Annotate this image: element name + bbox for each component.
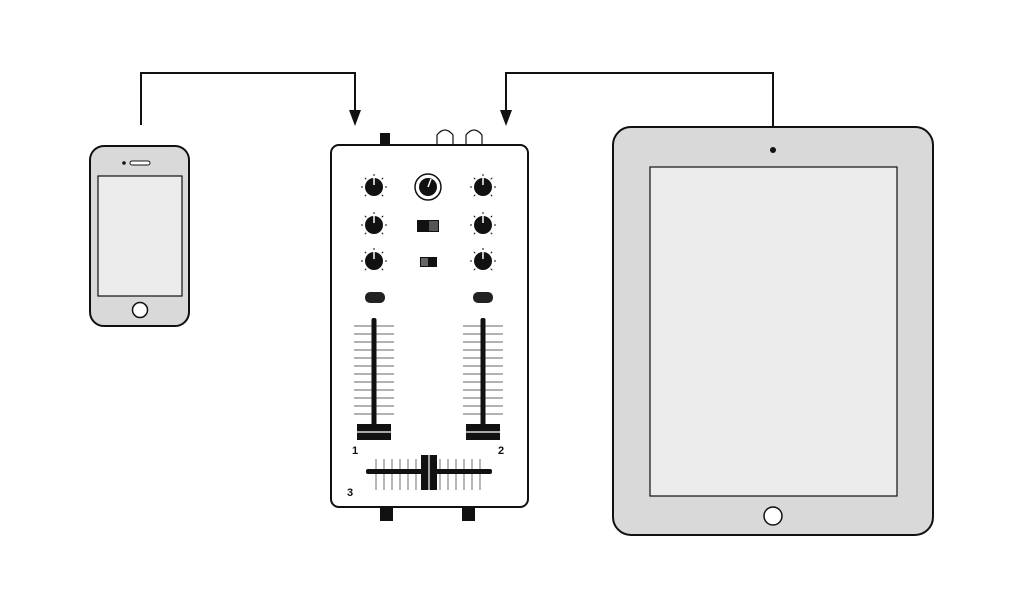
mixer-foot-left: [380, 506, 393, 521]
mixer-foot-right: [462, 506, 475, 521]
channel-fader-left: [354, 318, 394, 440]
mixer-knob-icon: [361, 212, 387, 235]
mixer-knob-icon: [470, 248, 496, 271]
mixer-center-switch-2: [420, 257, 437, 267]
phone-speaker-icon: [129, 160, 151, 166]
connection-phone-to-mixer: [140, 72, 356, 125]
mixer-top-rca-right-icon: [465, 129, 483, 146]
arrowhead-right-icon: [500, 110, 512, 126]
mixer-top-rca-left-icon: [436, 129, 454, 146]
mixer-knob-icon: [361, 248, 387, 271]
tablet: [612, 126, 934, 536]
tablet-camera-icon: [770, 147, 776, 153]
mixer-cue-button-right: [473, 292, 493, 303]
phone-home-button-icon: [131, 301, 149, 319]
mixer-cue-button-left: [365, 292, 385, 303]
connection-tablet-to-mixer: [505, 72, 774, 128]
tablet-home-button-icon: [763, 506, 783, 526]
phone-screen: [97, 175, 183, 297]
dj-mixer: 1 2 3: [330, 129, 529, 521]
channel-1-label: 1: [352, 445, 358, 457]
mixer-knob-group: [361, 174, 496, 271]
mixer-knob-icon: [361, 174, 387, 197]
crossfader-label: 3: [347, 487, 353, 499]
channel-2-label: 2: [498, 445, 504, 457]
channel-fader-right: [463, 318, 503, 440]
mixer-channel-faders: [354, 318, 503, 440]
mixer-center-switch-1: [417, 220, 439, 232]
tablet-screen: [649, 166, 898, 497]
phone-camera-icon: [122, 161, 126, 165]
mixer-knob-icon: [470, 174, 496, 197]
smartphone: [89, 145, 190, 327]
arrowhead-left-icon: [349, 110, 361, 126]
mixer-master-dial-icon: [414, 173, 442, 201]
mixer-crossfader: [366, 455, 492, 490]
mixer-body: [330, 144, 529, 508]
mixer-knob-icon: [470, 212, 496, 235]
mixer-top-jack-left: [380, 133, 390, 145]
